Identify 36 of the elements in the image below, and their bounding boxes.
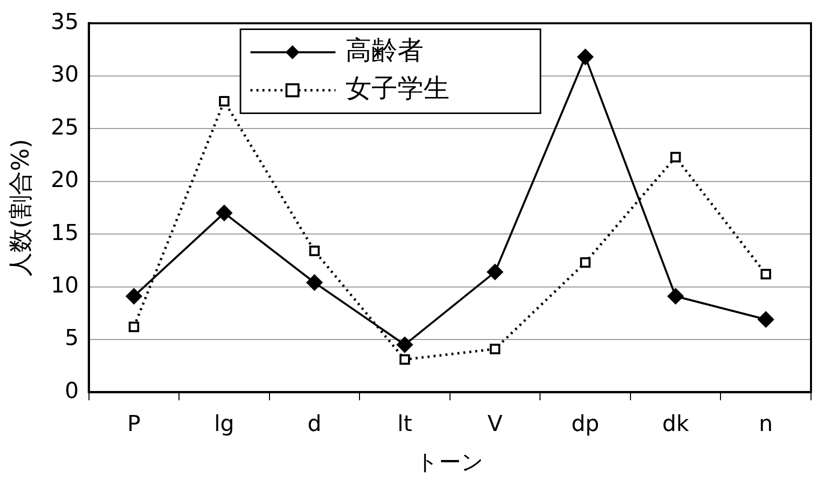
x-tick-label: n [758, 412, 773, 438]
x-axis-title: トーン [416, 450, 484, 476]
y-tick-label: 20 [50, 168, 79, 194]
y-axis-title: 人数(割合%) [6, 138, 35, 276]
point [487, 264, 504, 280]
x-tick-label: d [308, 412, 322, 438]
point [126, 288, 142, 304]
legend-label: 女子学生 [345, 74, 450, 104]
point [128, 322, 140, 332]
point [216, 204, 232, 221]
point [580, 257, 591, 268]
x-tick-label: lg [214, 412, 234, 438]
legend-label: 高齢者 [345, 36, 424, 66]
point [396, 336, 413, 353]
y-tick-label: 5 [64, 326, 79, 352]
y-tick-label: 15 [50, 220, 79, 246]
y-tick-label: 35 [50, 10, 79, 35]
point [577, 48, 594, 65]
point [306, 274, 322, 291]
x-tick-label: dp [571, 412, 600, 438]
point [758, 311, 774, 328]
x-tick-label: lt [397, 412, 412, 438]
point [309, 246, 320, 256]
y-tick-label: 25 [50, 115, 79, 140]
y-tick-label: 0 [64, 378, 79, 404]
point [670, 152, 681, 162]
point [218, 96, 230, 106]
point [760, 268, 772, 280]
x-tick-label: dk [662, 412, 690, 438]
point [490, 344, 500, 354]
x-tick-label: P [127, 412, 141, 438]
point [400, 354, 410, 365]
y-tick-label: 10 [50, 273, 79, 298]
y-tick-label: 30 [50, 62, 79, 88]
point [668, 288, 684, 304]
x-tick-label: V [488, 412, 503, 438]
